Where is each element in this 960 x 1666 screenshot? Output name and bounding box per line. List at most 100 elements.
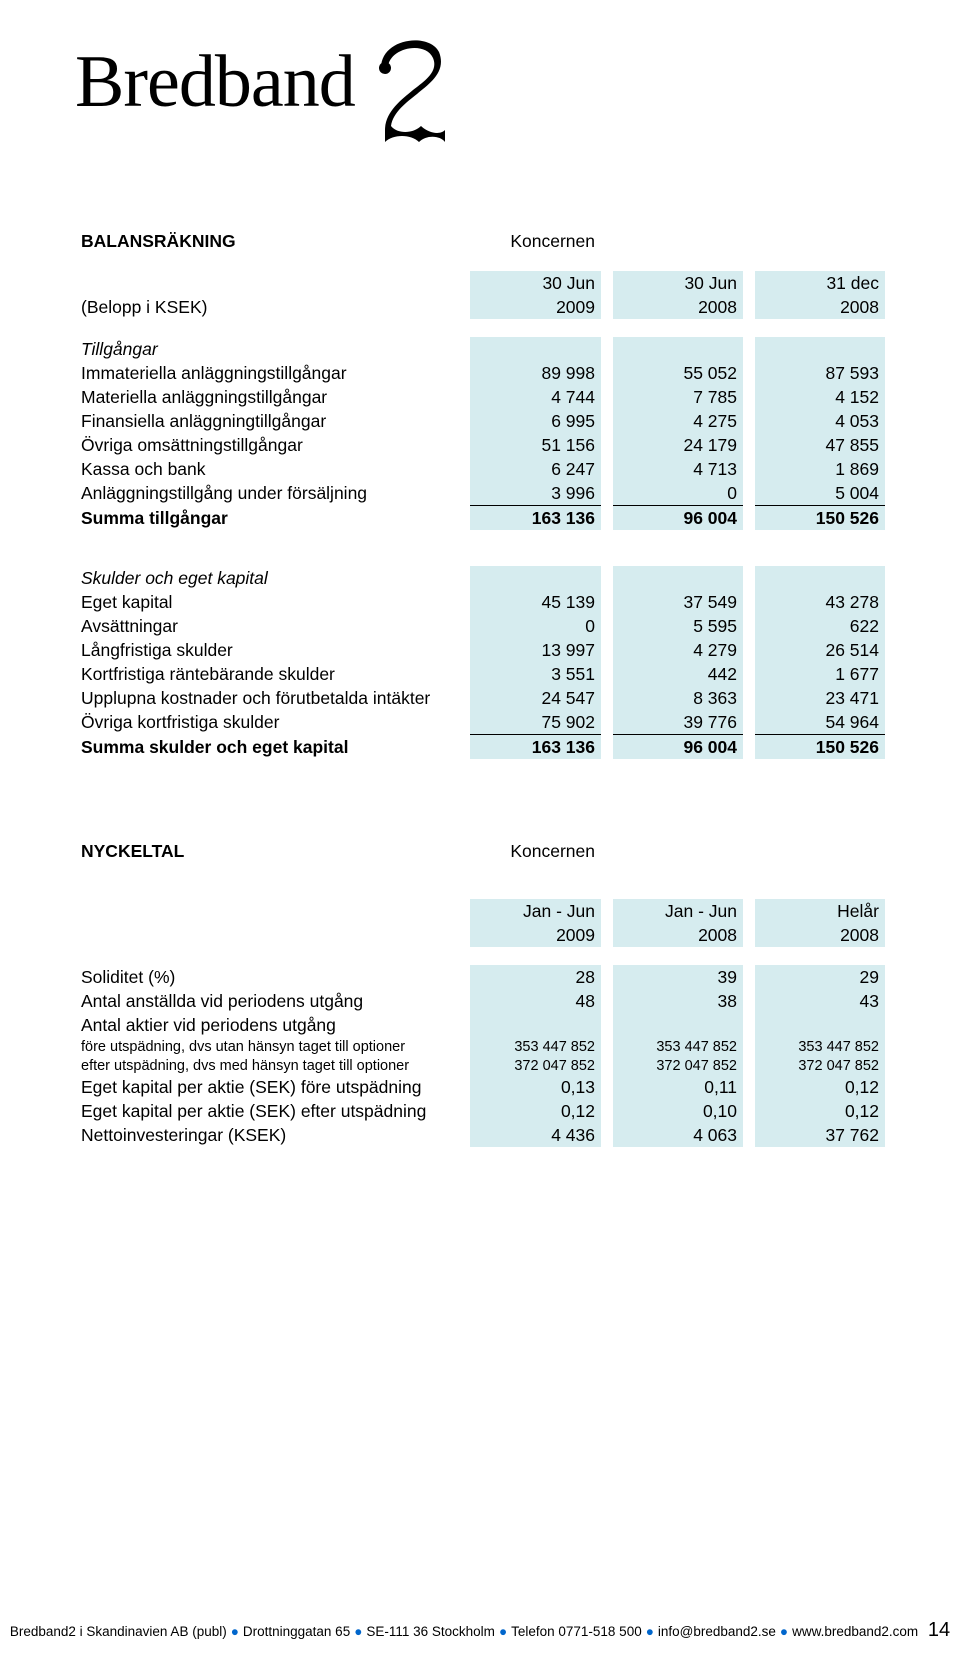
bullet-icon: ●	[642, 1624, 658, 1639]
cell: 372 047 852	[613, 1056, 743, 1075]
row-label: Soliditet (%)	[75, 965, 470, 989]
cell: 89 998	[470, 361, 601, 385]
period-row-2: (Belopp i KSEK) 2009 2008 2008	[75, 295, 885, 319]
cell: 96 004	[613, 506, 743, 531]
page-footer: Bredband2 i Skandinavien AB (publ)●Drott…	[0, 1619, 960, 1642]
bullet-icon: ●	[776, 1624, 792, 1639]
cell: 0,12	[755, 1099, 885, 1123]
balance-subtitle: (Belopp i KSEK)	[75, 295, 470, 319]
cell: 54 964	[755, 710, 885, 735]
assets-heading: Tillgångar	[75, 337, 470, 361]
col-header: Jan - Jun	[470, 899, 601, 923]
cell: 4 744	[470, 385, 601, 409]
table-row: Avsättningar 0 5 595 622	[75, 614, 885, 638]
table-row: Upplupna kostnader och förutbetalda intä…	[75, 686, 885, 710]
row-label: Materiella anläggningstillgångar	[75, 385, 470, 409]
page-number: 14	[922, 1619, 950, 1641]
table-row: Eget kapital per aktie (SEK) efter utspä…	[75, 1099, 885, 1123]
period-row-2: 2009 2008 2008	[75, 923, 885, 947]
row-label: Eget kapital per aktie (SEK) före utspäd…	[75, 1075, 470, 1099]
equity-total-row: Summa skulder och eget kapital 163 136 9…	[75, 735, 885, 760]
row-label: Eget kapital per aktie (SEK) efter utspä…	[75, 1099, 470, 1123]
table-row: Anläggningstillgång under försäljning 3 …	[75, 481, 885, 506]
period-row-1: 30 Jun 30 Jun 31 dec	[75, 271, 885, 295]
cell: 5 004	[755, 481, 885, 506]
table-row: Materiella anläggningstillgångar 4 744 7…	[75, 385, 885, 409]
row-label: Övriga omsättningstillgångar	[75, 433, 470, 457]
table-row: Övriga omsättningstillgångar 51 156 24 1…	[75, 433, 885, 457]
cell: 37 549	[613, 590, 743, 614]
bullet-icon: ●	[350, 1624, 366, 1639]
row-label: Långfristiga skulder	[75, 638, 470, 662]
cell: 0,13	[470, 1075, 601, 1099]
table-row: Kassa och bank 6 247 4 713 1 869	[75, 457, 885, 481]
row-label: Nettoinvesteringar (KSEK)	[75, 1123, 470, 1147]
table-row: Nettoinvesteringar (KSEK) 4 436 4 063 37…	[75, 1123, 885, 1147]
period-row-1: Jan - Jun Jan - Jun Helår	[75, 899, 885, 923]
col-header: 2008	[613, 923, 743, 947]
cell: 1 677	[755, 662, 885, 686]
cell: 150 526	[755, 506, 885, 531]
balance-sheet-table: BALANSRÄKNING Koncernen 30 Jun 30 Jun 31…	[75, 229, 885, 759]
cell: 38	[613, 989, 743, 1013]
balance-scope: Koncernen	[470, 229, 601, 253]
cell: 1 869	[755, 457, 885, 481]
table-row: Antal aktier vid periodens utgång	[75, 1013, 885, 1037]
cell: 0	[470, 614, 601, 638]
cell: 4 279	[613, 638, 743, 662]
col-header: 31 dec	[755, 271, 885, 295]
cell: 163 136	[470, 506, 601, 531]
footer-part: www.bredband2.com	[792, 1624, 918, 1639]
kpi-table: NYCKELTAL Koncernen Jan - Jun Jan - Jun …	[75, 839, 885, 1147]
table-row: Finansiella anläggningtillgångar 6 995 4…	[75, 409, 885, 433]
table-row: Antal anställda vid periodens utgång 48 …	[75, 989, 885, 1013]
cell: 4 713	[613, 457, 743, 481]
cell: 39 776	[613, 710, 743, 735]
table-row: Kortfristiga räntebärande skulder 3 551 …	[75, 662, 885, 686]
col-header: Helår	[755, 899, 885, 923]
cell: 353 447 852	[755, 1037, 885, 1056]
row-label: Upplupna kostnader och förutbetalda intä…	[75, 686, 470, 710]
cell: 96 004	[613, 735, 743, 760]
cell: 442	[613, 662, 743, 686]
table-row: efter utspädning, dvs med hänsyn taget t…	[75, 1056, 885, 1075]
cell: 29	[755, 965, 885, 989]
cell: 51 156	[470, 433, 601, 457]
col-header: Jan - Jun	[613, 899, 743, 923]
row-label: Immateriella anläggningstillgångar	[75, 361, 470, 385]
logo-text: Bredband	[75, 40, 355, 125]
cell: 45 139	[470, 590, 601, 614]
cell: 0,12	[755, 1075, 885, 1099]
col-header: 2008	[613, 295, 743, 319]
cell: 75 902	[470, 710, 601, 735]
cell: 5 595	[613, 614, 743, 638]
cell: 4 053	[755, 409, 885, 433]
footer-part: Drottninggatan 65	[243, 1624, 350, 1639]
table-row: Soliditet (%) 28 39 29	[75, 965, 885, 989]
footer-part: info@bredband2.se	[658, 1624, 776, 1639]
cell: 4 152	[755, 385, 885, 409]
cell: 13 997	[470, 638, 601, 662]
col-header: 2009	[470, 923, 601, 947]
row-label: Summa skulder och eget kapital	[75, 735, 470, 760]
table-row: Eget kapital per aktie (SEK) före utspäd…	[75, 1075, 885, 1099]
cell	[613, 1013, 743, 1037]
cell: 43 278	[755, 590, 885, 614]
cell: 353 447 852	[613, 1037, 743, 1056]
cell: 87 593	[755, 361, 885, 385]
row-label: efter utspädning, dvs med hänsyn taget t…	[75, 1056, 470, 1075]
bullet-icon: ●	[495, 1624, 511, 1639]
kpi-title: NYCKELTAL	[75, 839, 470, 863]
row-label: Antal aktier vid periodens utgång	[75, 1013, 470, 1037]
col-header: 30 Jun	[613, 271, 743, 295]
cell: 39	[613, 965, 743, 989]
row-label: Antal anställda vid periodens utgång	[75, 989, 470, 1013]
table-row: Eget kapital 45 139 37 549 43 278	[75, 590, 885, 614]
cell: 4 436	[470, 1123, 601, 1147]
footer-part: Telefon 0771-518 500	[511, 1624, 642, 1639]
table-row: Övriga kortfristiga skulder 75 902 39 77…	[75, 710, 885, 735]
cell: 372 047 852	[755, 1056, 885, 1075]
cell: 0,11	[613, 1075, 743, 1099]
assets-total-row: Summa tillgångar 163 136 96 004 150 526	[75, 506, 885, 531]
cell: 47 855	[755, 433, 885, 457]
